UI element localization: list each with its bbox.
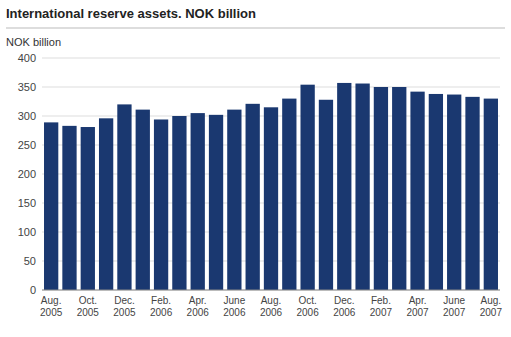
bar (374, 87, 388, 290)
x-tick-label: June2006 (223, 295, 246, 318)
bar (62, 126, 76, 290)
bar (429, 94, 443, 290)
chart: International reserve assets. NOK billio… (0, 0, 511, 337)
bar (209, 115, 223, 290)
bar (44, 122, 58, 290)
title-rule (6, 28, 505, 29)
bar (337, 83, 351, 290)
bars (44, 83, 498, 290)
x-tick-label: Feb.2007 (370, 295, 393, 318)
bar (355, 84, 369, 290)
x-tick-label: Oct.2006 (297, 295, 320, 318)
x-tick-label: Oct.2005 (77, 295, 100, 318)
bar (300, 85, 314, 290)
x-tick-label: June2007 (443, 295, 466, 318)
bar (117, 104, 131, 290)
grid-line (42, 58, 500, 59)
bar (172, 116, 186, 290)
grid (42, 58, 500, 290)
y-tick-label: 400 (18, 52, 36, 64)
bar (410, 92, 424, 290)
y-tick-label: 200 (18, 168, 36, 180)
bar (319, 100, 333, 290)
bar (282, 99, 296, 290)
bar (246, 104, 260, 290)
bar (484, 99, 498, 290)
x-tick-label: Aug.2007 (480, 295, 503, 318)
y-tick-label: 100 (18, 226, 36, 238)
y-tick-label: 0 (30, 284, 36, 296)
grid-line (42, 290, 500, 291)
bar (191, 113, 205, 290)
x-tick-label: Aug.2006 (260, 295, 283, 318)
x-tick-label: Dec.2006 (333, 295, 356, 318)
y-tick-label: 150 (18, 197, 36, 209)
title: International reserve assets. NOK billio… (6, 6, 256, 21)
bar (392, 87, 406, 290)
y-axis-label: NOK billion (6, 36, 61, 48)
bar (465, 97, 479, 290)
y-tick-labels: 0 50 100 150 200 250 300 350 400 (18, 52, 36, 296)
grid-line (42, 87, 500, 88)
x-axis-line (42, 290, 500, 291)
y-tick-label: 350 (18, 81, 36, 93)
bar (227, 110, 241, 290)
y-tick-label: 50 (24, 255, 36, 267)
bar (264, 107, 278, 290)
y-tick-label: 300 (18, 110, 36, 122)
x-tick-label: Dec.2005 (113, 295, 136, 318)
x-tick-label: Apr.2007 (406, 295, 429, 318)
chart-container: International reserve assets. NOK billio… (0, 0, 511, 337)
bar (447, 95, 461, 290)
x-tick-labels: Aug.2005 Oct.2005 Dec.2005 Feb.2006 Apr.2006… (40, 295, 502, 318)
bar (99, 118, 113, 290)
bar (136, 110, 150, 290)
x-tick-label: Apr.2006 (187, 295, 210, 318)
bar (154, 119, 168, 290)
bar (81, 127, 95, 290)
x-tick-label: Feb.2006 (150, 295, 173, 318)
x-tick-label: Aug.2005 (40, 295, 63, 318)
y-tick-label: 250 (18, 139, 36, 151)
